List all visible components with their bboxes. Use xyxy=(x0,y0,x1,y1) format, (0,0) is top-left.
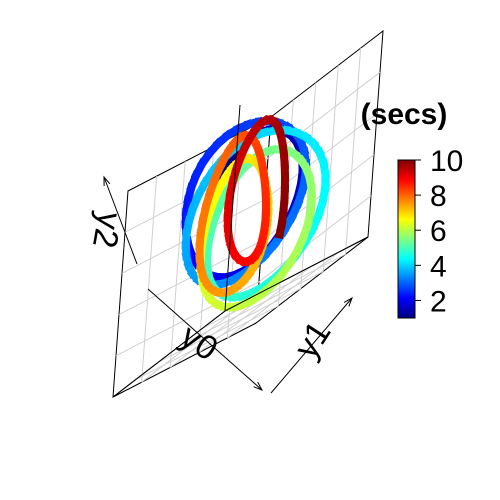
grid-floor-y-2 xyxy=(179,270,324,346)
grid-floor-y-3 xyxy=(202,253,346,329)
arrow-y2-line xyxy=(103,176,138,265)
axis-arrows xyxy=(103,175,353,394)
grid-left-z-0 xyxy=(258,195,372,283)
grid-floor-x-1 xyxy=(198,266,312,353)
grid-back-x-2 xyxy=(169,161,186,368)
grid-floor-y-1 xyxy=(157,288,302,364)
colorbar-tick-label: 4 xyxy=(430,250,447,283)
trajectory-segment xyxy=(274,218,287,240)
arrow-y1-line xyxy=(270,297,353,394)
arrow-y1-head xyxy=(343,296,353,307)
grid-left-y-2 xyxy=(322,65,339,272)
trajectory-series xyxy=(181,114,331,312)
colorbar-tick-label: 10 xyxy=(430,145,463,178)
grid-floor-y-0 xyxy=(135,305,279,381)
colorbar-tick-label: 6 xyxy=(430,215,447,248)
arrow-y2-head xyxy=(103,175,111,187)
colorbar-title: (secs) xyxy=(361,98,448,131)
arrow-y0-line xyxy=(147,288,263,391)
colorbar-tick-label: 8 xyxy=(430,180,447,213)
grid-left-y-3 xyxy=(345,48,362,255)
box-front-edges xyxy=(112,104,369,398)
grid-back-z-2 xyxy=(121,198,266,274)
colorbar xyxy=(397,159,416,319)
colorbar-tick-label: 2 xyxy=(430,285,447,318)
edge-front-vertical xyxy=(224,104,241,312)
arrow-y0-head xyxy=(253,381,264,391)
grid-left-z-3 xyxy=(267,71,381,159)
grid-floor-x-0 xyxy=(227,251,340,339)
edge-right-bottom xyxy=(224,236,369,312)
edge-front-bottom xyxy=(112,310,226,398)
axis-title-y2: y2 xyxy=(85,209,129,251)
grid-back-x-3 xyxy=(141,176,158,383)
